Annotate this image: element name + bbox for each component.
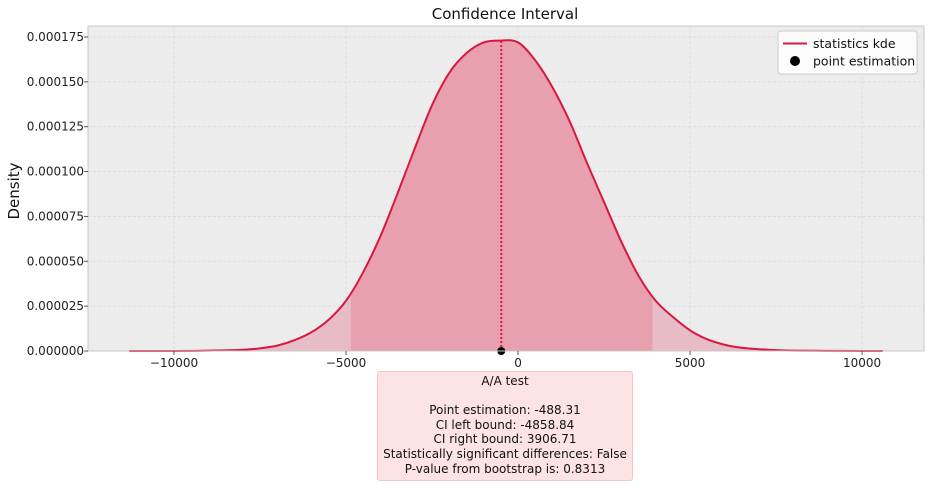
y-tick-label: 0.000000 [27,344,84,358]
p-value-text: P-value from bootstrap is: 0.8313 [404,461,606,476]
x-tick-label: −5000 [326,356,367,370]
ci-right-text: CI right bound: 3906.71 [433,432,577,447]
legend: statistics kde point estimation [777,30,918,75]
y-tick-label: 0.000100 [27,165,84,179]
x-tick-label: 0 [514,356,522,370]
kde-line [129,39,883,353]
y-tick-label: 0.000150 [27,75,84,89]
y-tick-label: 0.000075 [27,209,84,223]
chart-title: Confidence Interval [432,5,579,23]
x-tick-label: 5000 [675,356,706,370]
legend-point-swatch [790,56,800,66]
plot-frame [87,25,925,352]
ci-left-text: CI left bound: -4858.84 [435,417,575,432]
y-tick-label: 0.000025 [27,299,84,313]
y-tick-label: 0.000175 [27,30,84,44]
y-tick-label: 0.000125 [27,120,84,134]
legend-point-label: point estimation [813,54,915,69]
axis-ticks: −10000 −5000 0 5000 10000 0.000000 0.000025 0.0… [27,30,881,370]
test-name: A/A test [481,374,529,388]
legend-box [777,30,918,75]
significance-text: Statistically significant differences: F… [383,446,627,461]
results-box: A/A test Point estimation: -488.31 CI le… [377,371,633,481]
x-tick-label: 10000 [843,356,881,370]
confidence-interval-area [350,40,653,352]
y-axis-label: Density [5,162,23,219]
chart: −10000 −5000 0 5000 10000 0.000000 0.000025 0.0… [5,5,925,370]
x-tick-label: −10000 [150,356,198,370]
legend-kde-label: statistics kde [813,36,896,51]
y-tick-label: 0.000050 [27,254,84,268]
point-estimation-text: Point estimation: -488.31 [429,403,581,418]
